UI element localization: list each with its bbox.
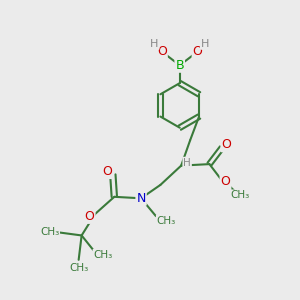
Text: H: H xyxy=(201,39,209,49)
Text: O: O xyxy=(193,45,202,58)
Text: O: O xyxy=(220,176,230,188)
Text: O: O xyxy=(157,45,167,58)
Text: CH₃: CH₃ xyxy=(93,250,112,260)
Text: B: B xyxy=(176,59,184,72)
Text: O: O xyxy=(102,165,112,178)
Text: CH₃: CH₃ xyxy=(157,216,176,226)
Text: CH₃: CH₃ xyxy=(40,227,59,238)
Text: H: H xyxy=(150,39,159,49)
Text: CH₃: CH₃ xyxy=(69,263,88,273)
Text: N: N xyxy=(136,192,146,205)
Text: O: O xyxy=(85,210,94,223)
Text: CH₃: CH₃ xyxy=(231,190,250,200)
Text: H: H xyxy=(183,158,191,168)
Text: O: O xyxy=(221,138,231,151)
